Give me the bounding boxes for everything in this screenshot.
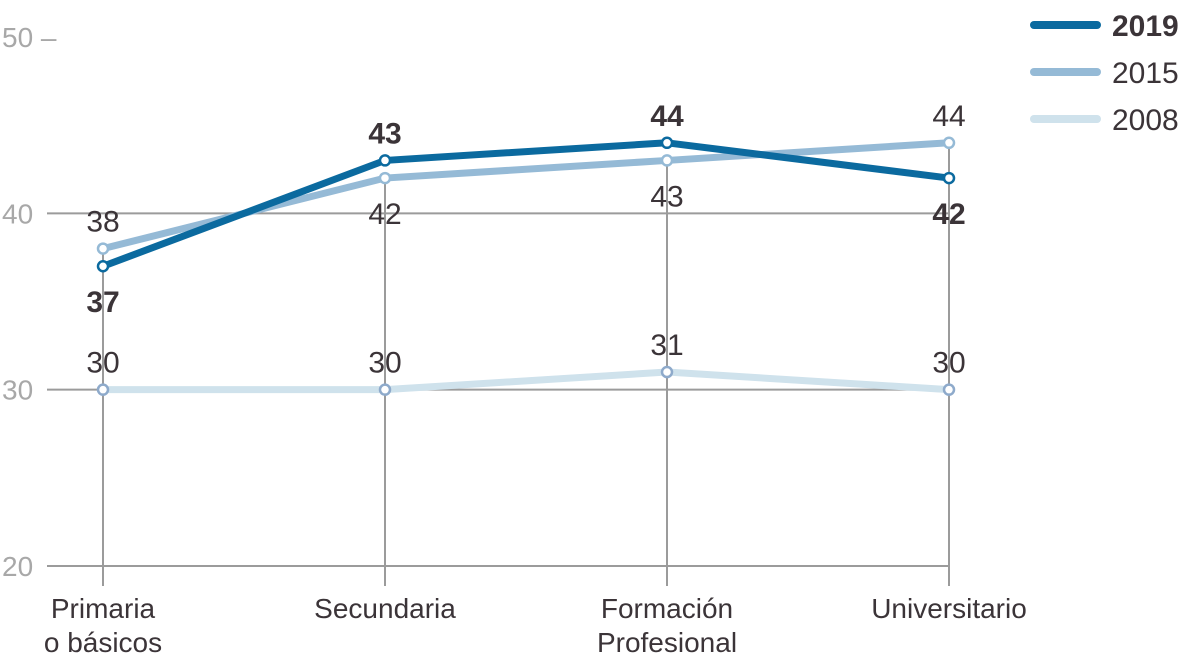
y-tick-label: 30 xyxy=(2,375,33,406)
point-2015 xyxy=(660,154,674,167)
x-tick-label-line: Profesional xyxy=(597,627,737,658)
y-axis: 20 30 40 50 – xyxy=(2,22,57,582)
point-2008 xyxy=(660,365,674,379)
point-2015 xyxy=(96,242,110,255)
point-2019 xyxy=(378,154,392,167)
x-tick-label: Universitario xyxy=(871,593,1027,624)
point-2008 xyxy=(378,383,392,396)
x-tick-label: Primaria o básicos xyxy=(44,593,162,658)
data-label-2015: 44 xyxy=(932,100,965,133)
x-tick-label-line: Universitario xyxy=(871,593,1027,624)
data-labels: 30 30 31 30 38 42 43 44 37 43 44 42 xyxy=(86,100,965,380)
data-label-2015: 38 xyxy=(86,206,119,239)
y-tick-label: 20 xyxy=(2,551,33,582)
x-tick-label-line: Secundaria xyxy=(314,593,456,624)
x-axis: Primaria o básicos Secundaria Formación Prof… xyxy=(44,593,1027,658)
y-tick-label: 40 xyxy=(2,198,33,229)
series-line-2008 xyxy=(103,368,950,394)
y-tick-label: 50 – xyxy=(2,22,57,53)
data-label-2019: 37 xyxy=(86,286,119,319)
point-2008 xyxy=(96,383,110,396)
data-label-2019: 44 xyxy=(650,100,684,133)
series-line-2019 xyxy=(101,139,950,270)
x-tick-label-line: o básicos xyxy=(44,627,162,658)
point-2019 xyxy=(96,259,110,273)
point-2019 xyxy=(942,171,956,185)
x-tick-label: Secundaria xyxy=(314,593,456,624)
data-label-2008: 30 xyxy=(86,347,119,380)
legend-label-2008: 2008 xyxy=(1112,104,1179,137)
x-tick-label-line: Primaria xyxy=(51,593,156,624)
point-2008 xyxy=(942,383,956,396)
x-tick-label-line: Formación xyxy=(601,593,733,624)
legend-label-2015: 2015 xyxy=(1112,57,1179,90)
data-label-2008: 30 xyxy=(932,347,965,380)
grid xyxy=(47,142,950,586)
data-label-2008: 31 xyxy=(650,329,683,362)
point-2015 xyxy=(378,171,392,185)
legend: 2019 2015 2008 xyxy=(1030,10,1179,137)
data-label-2015: 42 xyxy=(368,198,401,231)
data-label-2008: 30 xyxy=(368,347,401,380)
x-tick-label: Formación Profesional xyxy=(597,593,737,658)
series-lines xyxy=(96,136,956,396)
point-2019 xyxy=(660,136,674,150)
data-label-2015: 43 xyxy=(650,180,683,213)
data-label-2019: 42 xyxy=(932,198,965,231)
legend-label-2019: 2019 xyxy=(1112,10,1179,43)
point-2015 xyxy=(942,136,956,150)
data-label-2019: 43 xyxy=(368,117,401,150)
